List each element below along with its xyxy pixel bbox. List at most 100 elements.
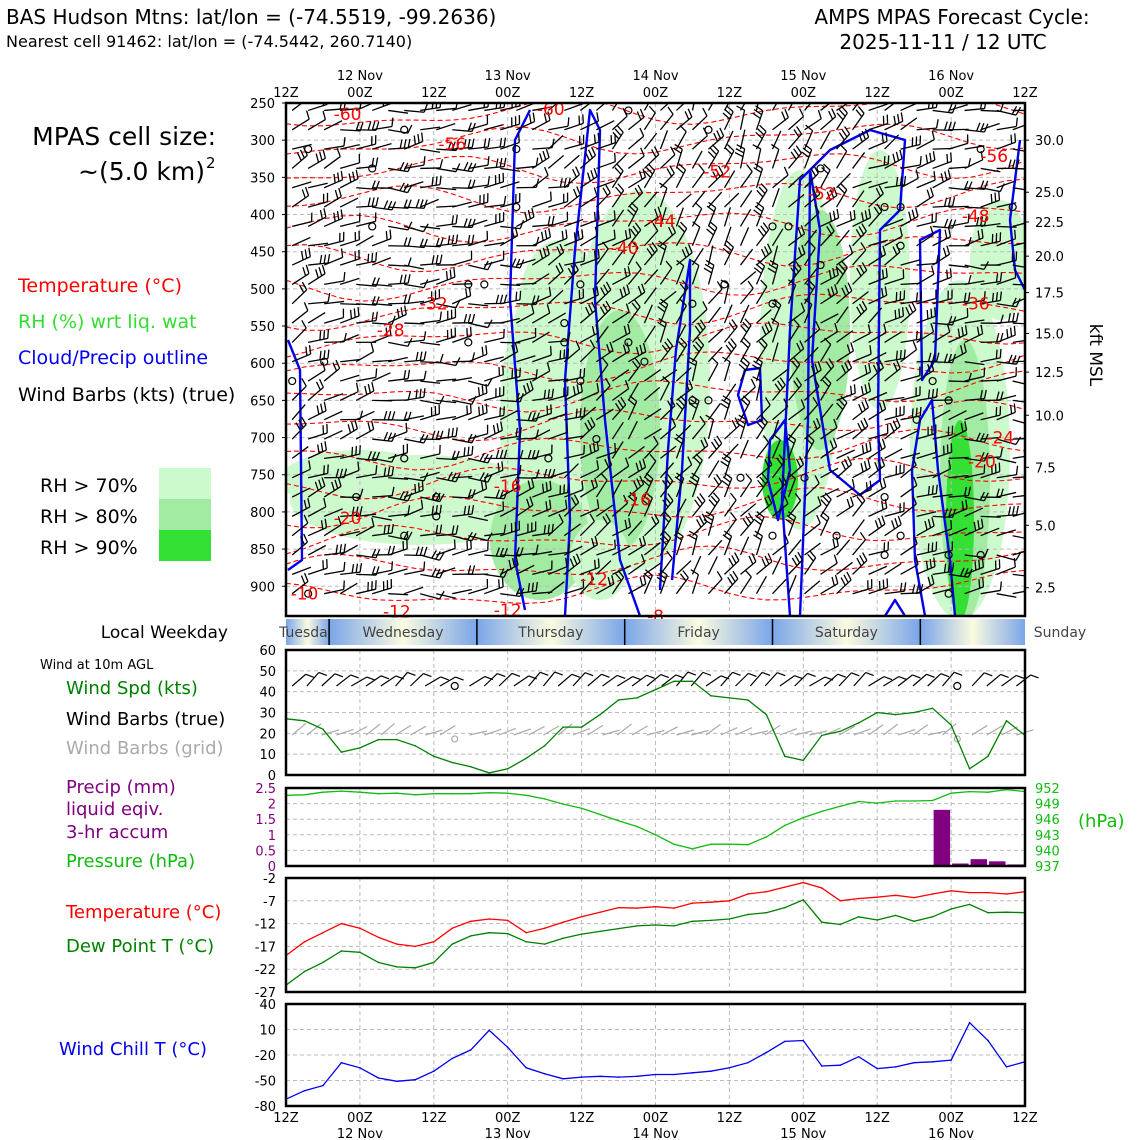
wind-barb-feather — [885, 268, 888, 278]
wind-barb-shaft — [371, 372, 391, 382]
windchill-line-point — [469, 1049, 472, 1051]
wind-barb-shaft — [932, 160, 952, 170]
wind-barb-shaft — [516, 165, 537, 170]
windchill-line-point — [340, 1061, 343, 1064]
wind-barb-grid — [587, 724, 604, 736]
wind-barb-feather — [423, 156, 426, 166]
legend-cloud: Cloud/Precip outline — [18, 347, 208, 369]
panel-frame — [284, 1002, 1027, 1108]
wind-barb-shaft — [564, 435, 585, 440]
wind-barb-shaft — [707, 442, 723, 459]
wind-barb-feather — [529, 380, 534, 390]
temperature-line-point — [340, 922, 343, 925]
wind-barb-shaft — [804, 522, 821, 537]
wind-barb-feather — [669, 165, 675, 174]
wind-barb-feather — [383, 525, 386, 535]
wind-barb-feather — [567, 177, 571, 187]
wind-barb-shaft — [388, 477, 409, 480]
wind-barb-feather — [300, 536, 305, 545]
wind-barb-shaft — [307, 273, 326, 285]
wind-barb-feather — [731, 319, 738, 328]
wind-barb-shaft — [739, 227, 750, 247]
panel-tick-label: -2 — [263, 872, 276, 887]
wind-barb-shaft — [324, 317, 344, 324]
wind-barb-feather — [302, 266, 307, 276]
wind-barb-feather — [891, 520, 896, 530]
wind-barb-feather — [981, 228, 984, 238]
wind-barb-feather — [931, 388, 935, 399]
wind-barb-shaft — [436, 107, 457, 112]
wind-barb-feather — [449, 269, 452, 279]
wind-calm-circle — [704, 396, 713, 405]
wind-barb-feather — [563, 349, 566, 359]
wind-barb-shaft — [339, 544, 358, 556]
wind-barb-feather — [668, 226, 674, 236]
wind-barb-feather — [422, 223, 429, 232]
wind-calm-circle — [432, 492, 441, 502]
wind-barb-feather — [678, 341, 686, 349]
windchill-line-point — [433, 1070, 435, 1072]
wind-barb-feather — [468, 286, 472, 296]
wind-barb-true-feather — [777, 672, 786, 677]
wind-barb-shaft — [884, 414, 905, 421]
wind-barb-feather — [451, 234, 455, 245]
wind-barb-true-feather — [883, 676, 893, 681]
wind-barb-feather — [1015, 117, 1018, 127]
wind-barb-feather — [544, 166, 549, 176]
wind-barb-feather — [594, 477, 598, 487]
kft-tick-label: 12.5 — [1035, 366, 1064, 381]
wind-barb-feather — [751, 553, 757, 562]
wind-barb-feather — [451, 472, 457, 482]
wind-barb-feather — [860, 463, 864, 473]
bottom-date-label: 14 Nov — [632, 1127, 678, 1140]
wind-barb-feather — [883, 323, 887, 333]
wind-barb-feather — [796, 342, 802, 352]
wind-barb-shaft — [387, 431, 408, 440]
wind-barb-feather — [483, 138, 487, 148]
wind-barb-shaft — [324, 280, 345, 286]
temperature-contour-label: -60 — [334, 105, 362, 125]
wind-barb-shaft — [868, 432, 888, 440]
wind-barb-shaft — [596, 504, 614, 517]
wind-barb-true — [646, 674, 662, 687]
wind-barb-feather — [407, 221, 413, 231]
wind-calm-circle — [576, 280, 585, 289]
wind-barb-feather — [1014, 229, 1017, 239]
dewpoint-line-point — [747, 913, 749, 916]
wind-barb-feather — [487, 103, 490, 107]
wind-barb-feather — [722, 453, 732, 460]
wind-barb-feather — [485, 384, 488, 394]
wind-barb-feather — [526, 382, 531, 392]
wind-barb-feather — [531, 295, 536, 305]
wind-barb-feather — [889, 422, 895, 432]
wind-barb-grid — [735, 727, 753, 736]
temperature-contour-label: -48 — [962, 207, 990, 227]
wind-barb-true-feather — [1030, 674, 1039, 679]
wind-barb-feather — [519, 449, 524, 459]
windchill-label: Wind Chill T (°C) — [59, 1039, 207, 1060]
wind-barb-shaft — [292, 221, 312, 228]
wind-barb-feather — [727, 576, 734, 586]
wind-barb-true — [927, 673, 942, 687]
wind-barb-shaft — [579, 103, 592, 111]
wind-barb-true — [868, 676, 885, 687]
wind-barb-shaft — [948, 103, 968, 112]
rh-region — [520, 240, 600, 360]
wind-barb-feather — [391, 561, 394, 571]
wind-barb-feather — [439, 395, 445, 405]
wind-barb-feather — [391, 411, 396, 421]
wind-barb-shaft — [579, 347, 596, 363]
wind-barb-shaft — [868, 239, 888, 247]
wind-barb-feather — [767, 456, 773, 466]
wind-barb-feather — [884, 499, 888, 509]
cloud-outline — [508, 109, 532, 611]
wind-barb-feather — [319, 330, 322, 341]
wind-barb-feather — [593, 559, 597, 569]
wind-barb-feather — [877, 459, 882, 469]
profile-frame — [284, 101, 1027, 618]
wind-barb-feather — [651, 241, 658, 251]
bottom-tick-label: 00Z — [643, 1111, 669, 1126]
wind-barb-feather — [1012, 159, 1016, 169]
wind-barb-shaft — [468, 123, 488, 131]
wind-barb-feather — [590, 479, 595, 489]
